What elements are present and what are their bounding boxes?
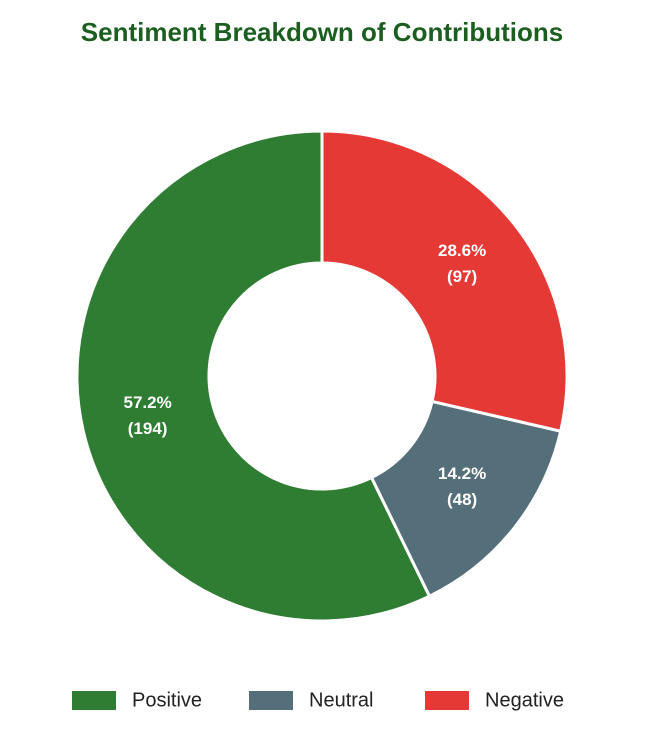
slice <box>75 129 432 623</box>
slice-percent-label: 57.2% <box>123 393 171 412</box>
legend-swatch <box>425 691 469 710</box>
slice-value-label: (48) <box>447 490 477 509</box>
chart-title: Sentiment Breakdown of Contributions <box>81 17 563 47</box>
slice <box>369 399 563 599</box>
slice-percent-label: 28.6% <box>438 241 486 260</box>
slice-value-label: (97) <box>447 267 477 286</box>
legend-label: Negative <box>485 689 564 711</box>
slice <box>320 129 569 433</box>
legend-swatch <box>72 691 116 710</box>
legend-label: Neutral <box>309 689 373 711</box>
legend-label: Positive <box>132 689 202 711</box>
legend-swatch <box>249 691 293 710</box>
slice-percent-label: 14.2% <box>438 464 486 483</box>
slice-value-label: (194) <box>128 419 168 438</box>
